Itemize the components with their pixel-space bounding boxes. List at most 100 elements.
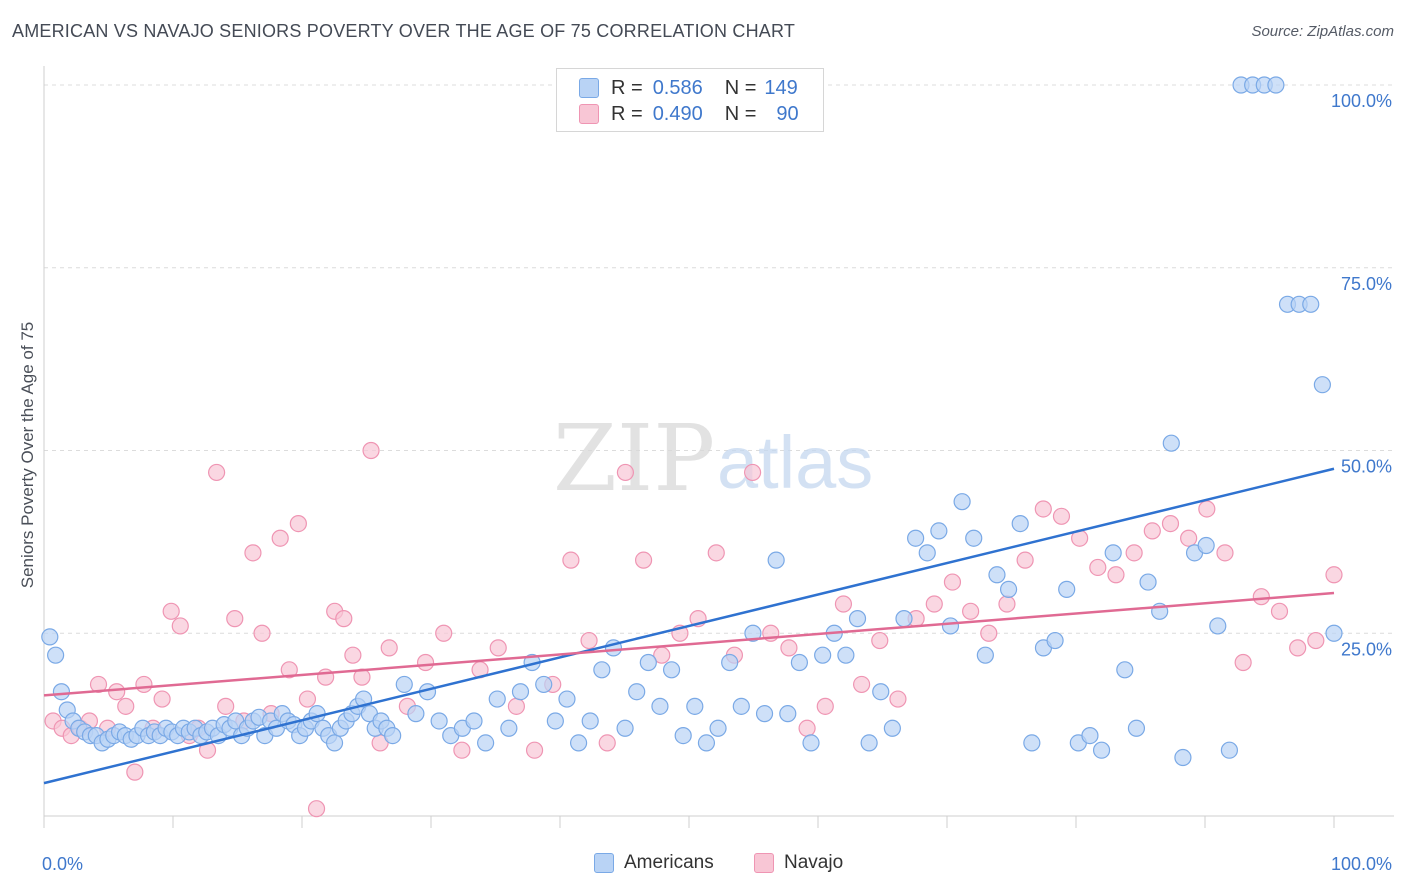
- americans-point: [883, 719, 901, 737]
- americans-point: [1162, 434, 1180, 452]
- navajo-point: [117, 697, 135, 715]
- americans-point: [616, 719, 634, 737]
- bottom-legend-americans: Americans: [594, 852, 714, 874]
- navajo-point: [780, 639, 798, 657]
- navajo-n-value: 90: [776, 102, 799, 125]
- americans-point: [767, 551, 785, 569]
- americans-point: [651, 697, 669, 715]
- navajo-point: [834, 595, 853, 613]
- americans-point: [465, 712, 483, 730]
- axes: [43, 66, 1394, 828]
- stats-legend: R = 0.586 N = 149 R = 0.490 N = 90: [556, 68, 824, 132]
- americans-point: [930, 522, 948, 540]
- navajo-point: [271, 529, 289, 547]
- navajo-point: [816, 697, 834, 715]
- navajo-point: [380, 639, 398, 657]
- americans-point: [1220, 741, 1239, 759]
- americans-r-value: 0.586: [652, 76, 703, 99]
- navajo-point: [226, 610, 244, 628]
- navajo-point: [853, 675, 871, 694]
- americans-point: [1209, 617, 1227, 635]
- americans-point: [395, 675, 413, 694]
- americans-point: [1302, 295, 1320, 313]
- americans-point: [628, 683, 646, 701]
- americans-point: [593, 661, 611, 679]
- navajo-point: [289, 514, 307, 533]
- navajo-point: [153, 690, 171, 708]
- navajo-point: [162, 602, 180, 620]
- navajo-point: [1016, 551, 1034, 569]
- americans-point: [477, 734, 495, 752]
- legend-row-navajo: R = 0.490 N = 90: [579, 101, 799, 127]
- americans-point: [1104, 544, 1122, 562]
- tick-labels: 25.0% 50.0% 75.0% 100.0% 0.0% 100.0%: [42, 91, 1392, 874]
- navajo-point: [362, 441, 380, 460]
- americans-point: [732, 697, 750, 715]
- americans-legend-label: Americans: [624, 852, 714, 873]
- navajo-point: [298, 690, 317, 708]
- americans-point: [384, 726, 402, 745]
- navajo-point: [489, 639, 507, 657]
- navajo-point: [108, 683, 126, 701]
- americans-point: [569, 734, 588, 752]
- navajo-point: [634, 551, 653, 569]
- americans-point: [308, 705, 326, 723]
- navajo-point: [307, 800, 326, 818]
- americans-point: [721, 653, 739, 672]
- navajo-point: [1307, 631, 1325, 650]
- navajo-point: [171, 617, 189, 635]
- navajo-point: [1234, 653, 1252, 672]
- trend-lines: [43, 467, 1335, 785]
- americans-point: [755, 705, 774, 723]
- americans-point: [1139, 573, 1157, 591]
- navajo-point: [889, 690, 907, 708]
- navajo-point: [525, 741, 544, 759]
- americans-point: [430, 712, 448, 730]
- americans-point: [918, 544, 936, 562]
- navajo-point: [453, 741, 471, 759]
- watermark-zip: ZIP: [553, 405, 715, 512]
- americans-point: [1197, 536, 1215, 555]
- americans-point: [325, 734, 344, 752]
- navajo-point: [244, 544, 262, 562]
- navajo-point: [1161, 514, 1180, 533]
- americans-point: [744, 624, 762, 642]
- americans-point: [535, 675, 553, 694]
- americans-point: [407, 705, 425, 723]
- americans-point: [941, 617, 960, 635]
- x-tick-label: 100.0%: [1331, 854, 1392, 874]
- navajo-legend-swatch: [754, 853, 774, 873]
- navajo-legend-label: Navajo: [784, 852, 844, 873]
- navajo-point: [1325, 566, 1343, 584]
- y-tick-label: 25.0%: [1341, 639, 1392, 659]
- americans-point: [976, 646, 994, 664]
- americans-point: [779, 705, 797, 723]
- americans-point: [41, 628, 59, 646]
- americans-point: [1046, 631, 1064, 650]
- navajo-point: [1180, 529, 1198, 547]
- americans-point: [1267, 76, 1285, 94]
- americans-point: [1023, 734, 1041, 752]
- navajo-point: [1089, 558, 1107, 577]
- navajo-point: [962, 602, 980, 620]
- y-tick-label: 50.0%: [1341, 457, 1392, 477]
- navajo-point: [743, 463, 762, 482]
- navajo-point: [1125, 544, 1143, 562]
- chart-title: AMERICAN VS NAVAJO SENIORS POVERTY OVER …: [12, 21, 796, 41]
- navajo-point: [562, 551, 580, 569]
- bottom-legend-navajo: Navajo: [754, 852, 843, 874]
- americans-swatch: [579, 78, 599, 98]
- americans-point: [546, 712, 564, 730]
- americans-point: [674, 726, 692, 745]
- americans-point: [953, 493, 971, 511]
- x-tick-label: 0.0%: [42, 854, 83, 874]
- navajo-trend-line: [43, 591, 1335, 697]
- navajo-point: [1252, 588, 1270, 606]
- navajo-point: [580, 631, 598, 650]
- watermark: ZIP atlas: [553, 405, 873, 512]
- americans-point: [558, 690, 576, 708]
- navajo-point: [871, 631, 889, 650]
- navajo-point: [217, 697, 235, 715]
- americans-point: [1011, 514, 1029, 533]
